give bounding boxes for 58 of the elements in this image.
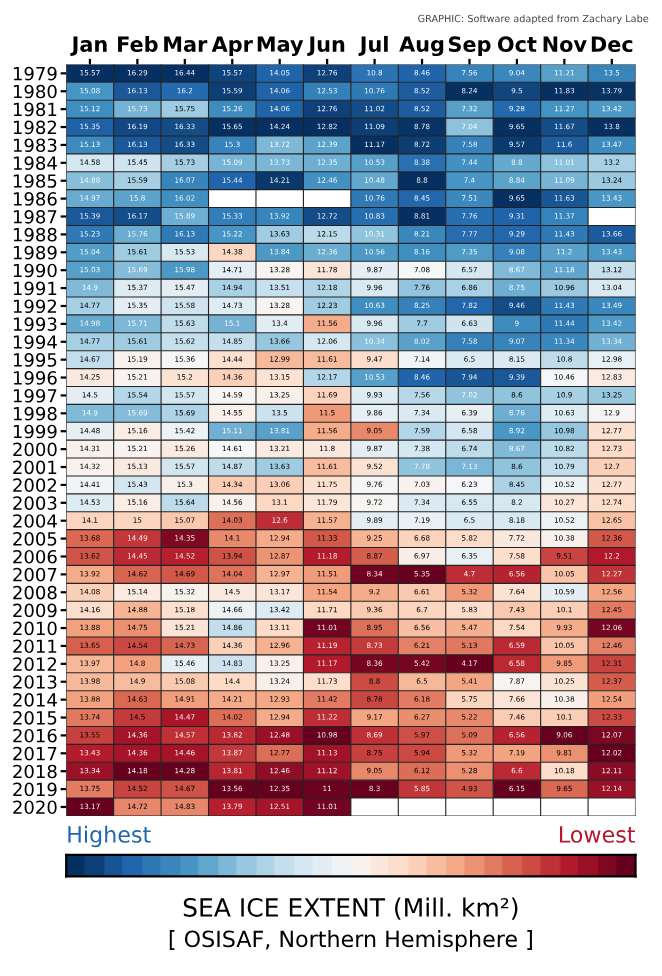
y-tick-label: 2003 <box>13 496 57 510</box>
y-tick-label: 2007 <box>13 567 57 582</box>
y-tick-label: 1990 <box>13 263 57 278</box>
x-tick-label: Nov <box>543 36 587 53</box>
y-tick-label: 2002 <box>13 478 57 493</box>
y-tick-label: 2005 <box>13 532 57 546</box>
y-tick-label: 1987 <box>13 209 57 224</box>
y-tick-label: 2006 <box>13 549 57 564</box>
text: Highest <box>68 825 151 848</box>
x-tick-label: Oct <box>497 36 537 53</box>
y-tick-label: 2001 <box>13 460 57 475</box>
y-tick-label: 1985 <box>13 174 57 188</box>
text: SEA ICE EXTENT (Mill. km²) <box>183 897 518 920</box>
x-tick-label: Jul <box>358 35 388 56</box>
x-tick-label: Apr <box>211 36 253 57</box>
y-tick-label: 2014 <box>13 693 57 707</box>
y-tick-label: 2010 <box>13 621 57 636</box>
y-tick-label: 1982 <box>13 120 57 135</box>
y-tick-label: 1999 <box>13 424 57 439</box>
y-tick-label: 1989 <box>13 245 57 260</box>
y-tick-label: 1991 <box>13 281 57 296</box>
y-tick-label: 1980 <box>13 84 57 99</box>
x-tick-label: Aug <box>399 36 444 57</box>
y-tick-label: 2013 <box>13 675 57 689</box>
y-tick-label: 1996 <box>13 371 57 385</box>
y-tick-label: 2017 <box>13 746 57 761</box>
y-tick-label: 2016 <box>13 728 57 743</box>
y-tick-label: 2015 <box>13 710 57 725</box>
y-tick-label: 1988 <box>13 227 57 242</box>
x-tick-label: Feb <box>118 35 158 53</box>
y-tick-label: 1981 <box>13 102 57 117</box>
y-tick-label: 2019 <box>13 782 57 797</box>
x-tick-label: May <box>257 36 304 57</box>
y-tick-label: 1986 <box>13 192 57 206</box>
y-tick-label: 2018 <box>13 764 57 779</box>
y-tick-label: 2008 <box>13 585 57 600</box>
y-tick-label: 1993 <box>13 317 57 331</box>
y-tick-label: 1997 <box>13 388 57 403</box>
x-tick-label: Sep <box>448 36 491 57</box>
y-tick-label: 2012 <box>13 657 57 671</box>
y-tick-label: 1995 <box>13 353 57 367</box>
y-tick-label: 1998 <box>13 406 57 421</box>
x-tick-label: Jan <box>70 36 107 56</box>
y-tick-label: 1994 <box>13 335 57 349</box>
y-tick-label: 2011 <box>13 639 57 654</box>
text: Lowest <box>559 826 635 843</box>
y-tick-label: 1984 <box>13 156 57 170</box>
x-tick-label: Dec <box>591 36 633 53</box>
y-tick-label: 2004 <box>13 514 57 528</box>
x-tick-label: Mar <box>164 36 208 53</box>
y-tick-label: 1992 <box>13 299 57 314</box>
y-tick-label: 2000 <box>13 442 57 457</box>
x-tick-label: Jun <box>307 36 345 56</box>
y-tick-label: 1983 <box>13 138 57 153</box>
y-tick-label: 2009 <box>13 603 57 618</box>
text: [ OSISAF, Northern Hemisphere ] <box>169 930 532 952</box>
y-tick-label: 1979 <box>13 66 57 81</box>
y-tick-label: 2020 <box>13 800 57 815</box>
